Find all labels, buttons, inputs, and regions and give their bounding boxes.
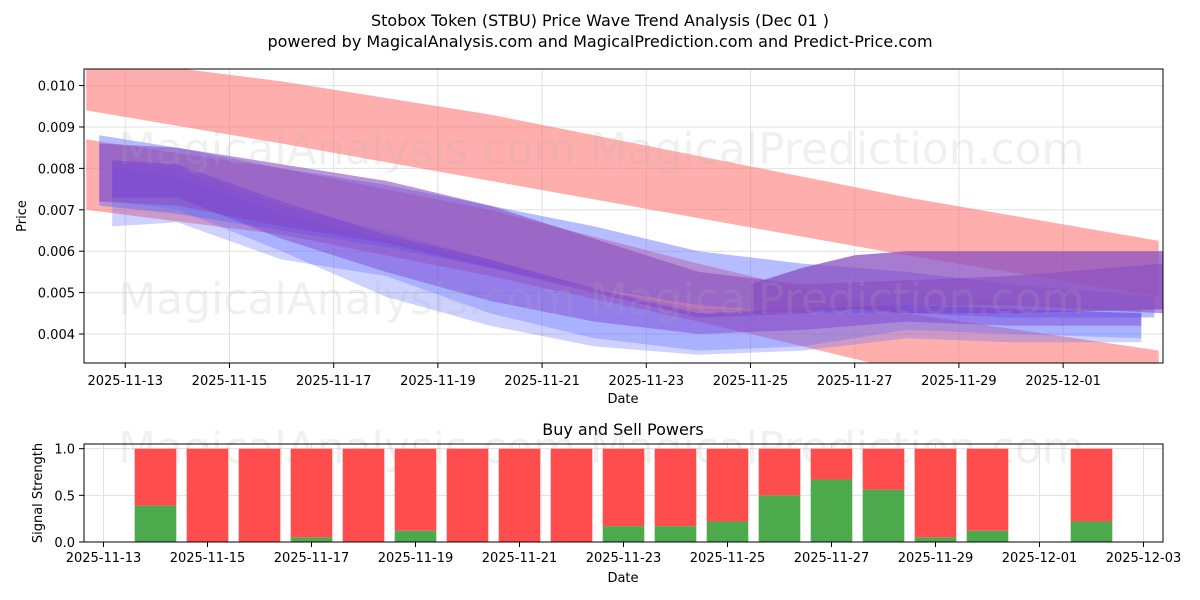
power-x-tick-label: 2025-11-29 — [898, 551, 974, 566]
power-y-axis-label: Signal Strength — [31, 443, 46, 543]
sell-bar — [446, 448, 489, 542]
price-x-tick-label: 2025-11-13 — [87, 374, 163, 389]
purple-right-band — [750, 251, 1163, 314]
price-y-tick-label: 0.007 — [38, 204, 75, 219]
buy-bar — [966, 530, 1009, 542]
buy-bar — [914, 537, 957, 542]
watermark-prediction-mid: MagicalPrediction.com — [590, 274, 1085, 325]
price-y-tick-label: 0.010 — [38, 80, 75, 95]
upper-red-band — [86, 69, 1159, 297]
price-x-tick-label: 2025-11-29 — [921, 374, 997, 389]
price-x-tick-label: 2025-11-17 — [296, 374, 372, 389]
power-x-tick-label: 2025-12-03 — [1106, 551, 1182, 566]
watermark-analysis-top: MagicalAnalysis.com — [118, 124, 576, 175]
sell-bar — [862, 448, 905, 490]
power-x-tick-label: 2025-11-27 — [794, 551, 870, 566]
price-plot-frame — [83, 68, 1164, 364]
price-x-axis: 2025-11-13 2025-11-15 2025-11-17 2025-11-19… — [87, 363, 1101, 389]
price-x-tick-label: 2025-11-23 — [609, 374, 685, 389]
buy-bar — [134, 505, 177, 542]
buy-bar — [654, 526, 697, 542]
price-y-axis: 0.004 0.005 0.006 0.007 0.008 0.009 0.010 — [38, 80, 84, 343]
power-x-tick-label: 2025-11-17 — [274, 551, 350, 566]
purple-main-wave — [112, 160, 1142, 334]
sell-bar — [394, 448, 437, 531]
price-x-tick-label: 2025-12-01 — [1025, 374, 1101, 389]
price-watermarks: MagicalAnalysis.com MagicalPrediction.co… — [118, 124, 1084, 325]
sell-bar — [550, 448, 593, 542]
power-y-tick-label: 0.5 — [54, 489, 75, 504]
power-y-tick-label: 1.0 — [54, 443, 75, 458]
power-chart: Buy and Sell Powers MagicalAnalysis.com … — [31, 420, 1181, 586]
buy-bar — [394, 530, 437, 542]
buy-bar — [1070, 521, 1113, 542]
power-y-tick-label: 0.0 — [54, 536, 75, 551]
sell-bar — [290, 448, 333, 538]
price-x-tick-label: 2025-11-15 — [192, 374, 268, 389]
sell-bar — [238, 448, 281, 542]
sell-bar — [342, 448, 385, 542]
buy-bar — [758, 495, 801, 542]
buy-bar — [602, 526, 645, 542]
purple-upper-band — [99, 143, 1163, 318]
buy-bar — [706, 521, 749, 542]
watermark-prediction-top: MagicalPrediction.com — [590, 124, 1085, 175]
chart-title: Stobox Token (STBU) Price Wave Trend Ana… — [371, 11, 829, 30]
sell-bar — [654, 448, 697, 527]
power-x-tick-label: 2025-11-13 — [66, 551, 142, 566]
watermark-analysis-mid: MagicalAnalysis.com — [118, 274, 576, 325]
sell-bar — [810, 448, 853, 480]
power-x-tick-label: 2025-11-25 — [690, 551, 766, 566]
sell-bar — [706, 448, 749, 522]
sell-bar — [498, 448, 541, 542]
sell-bar — [134, 448, 177, 506]
price-bands — [86, 69, 1163, 363]
sell-bar — [966, 448, 1009, 531]
power-x-tick-label: 2025-12-01 — [1002, 551, 1078, 566]
price-y-tick-label: 0.009 — [38, 121, 75, 136]
chart-subtitle: powered by MagicalAnalysis.com and Magic… — [267, 32, 932, 51]
power-x-axis-label: Date — [607, 571, 638, 586]
price-x-tick-label: 2025-11-27 — [817, 374, 893, 389]
price-y-tick-label: 0.008 — [38, 162, 75, 177]
price-y-tick-label: 0.004 — [38, 328, 75, 343]
sell-bar — [602, 448, 645, 527]
price-y-tick-label: 0.006 — [38, 245, 75, 260]
price-y-axis-label: Price — [15, 200, 30, 232]
power-x-tick-label: 2025-11-19 — [378, 551, 454, 566]
buy-bar — [290, 537, 333, 542]
price-y-tick-label: 0.005 — [38, 287, 75, 302]
price-x-axis-label: Date — [607, 392, 638, 407]
price-x-tick-label: 2025-11-21 — [504, 374, 580, 389]
price-chart: MagicalAnalysis.com MagicalPrediction.co… — [15, 68, 1164, 407]
power-x-tick-label: 2025-11-21 — [482, 551, 558, 566]
price-x-tick-label: 2025-11-25 — [713, 374, 789, 389]
power-x-axis: 2025-11-13 2025-11-15 2025-11-17 2025-11-19… — [66, 542, 1182, 566]
power-y-axis: 0.0 0.5 1.0 — [54, 443, 84, 551]
sell-bar — [186, 448, 229, 542]
sell-bar — [1070, 448, 1113, 522]
power-x-tick-label: 2025-11-15 — [170, 551, 246, 566]
buy-bar — [810, 479, 853, 542]
buy-bar — [862, 489, 905, 542]
power-x-tick-label: 2025-11-23 — [586, 551, 662, 566]
sell-bar — [914, 448, 957, 538]
power-chart-title: Buy and Sell Powers — [542, 420, 704, 439]
power-bars — [134, 448, 1113, 542]
price-x-tick-label: 2025-11-19 — [400, 374, 476, 389]
sell-bar — [758, 448, 801, 496]
